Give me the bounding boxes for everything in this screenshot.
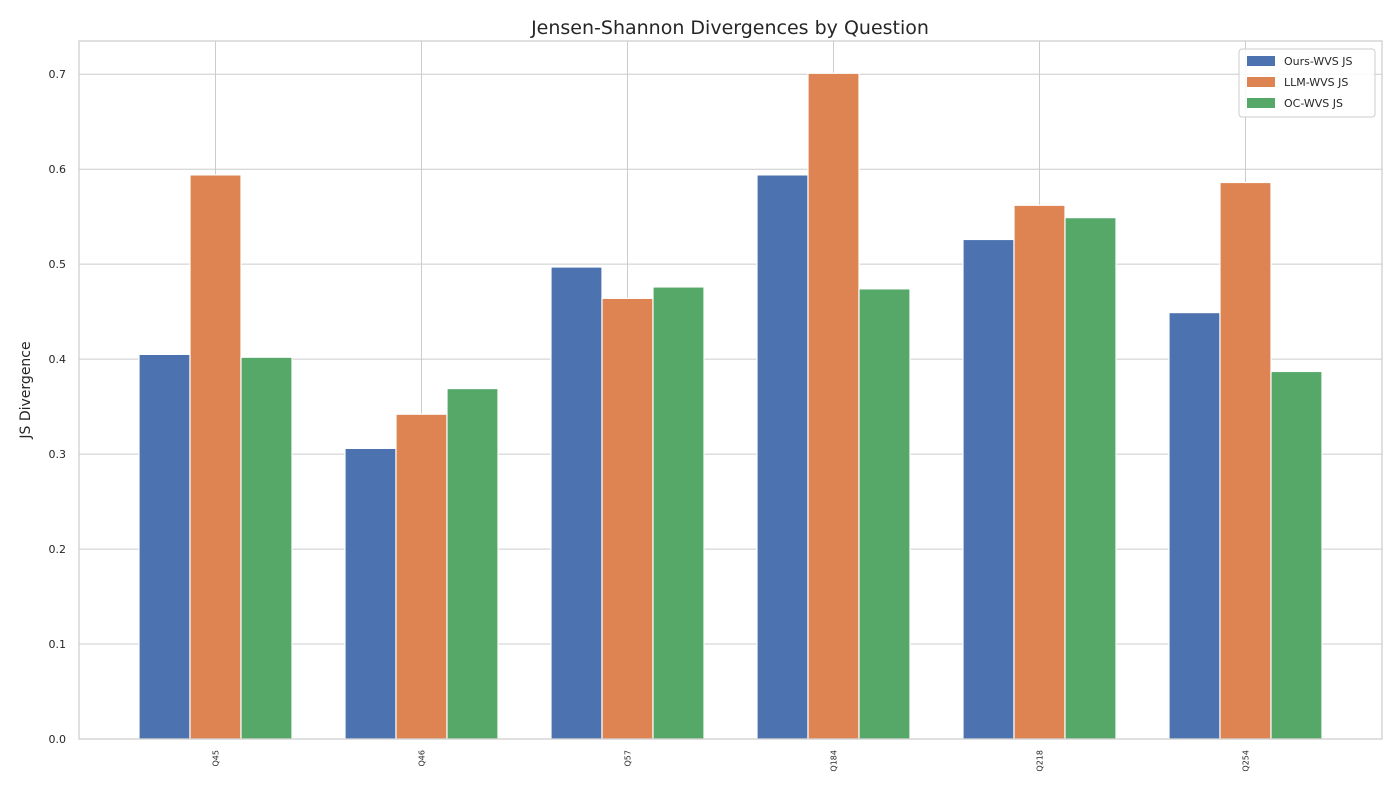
y-tick-label: 0.1 [49,638,67,651]
bar [1168,312,1221,740]
legend: Ours-WVS JS LLM-WVS JS OC-WVS JS [1238,48,1376,118]
bar [1064,217,1117,740]
bar [446,387,499,740]
x-tick-label: Q57 [624,750,633,766]
y-tick-label: 0.5 [49,258,67,271]
bar [395,413,448,740]
plot-frame [78,40,1383,740]
y-tick-label: 0.6 [49,163,67,176]
y-tick-label: 0.2 [49,543,67,556]
y-axis-ticks: 0.0 0.1 0.2 0.3 0.4 0.5 0.6 0.7 [49,68,67,746]
y-tick-label: 0.7 [49,68,67,81]
x-tick-label: Q218 [1036,750,1045,772]
chart-title: Jensen-Shannon Divergences by Question [530,17,929,39]
x-tick-label: Q254 [1242,750,1251,772]
bar [652,286,705,740]
legend-swatch [1247,56,1275,66]
bar [601,297,654,740]
bar [1270,370,1323,740]
bars [138,72,1323,740]
x-tick-label: Q45 [212,750,221,766]
legend-label: LLM-WVS JS [1284,76,1348,89]
bar [240,356,293,740]
legend-label: OC-WVS JS [1284,97,1343,110]
legend-swatch [1247,77,1275,87]
bar [962,238,1015,740]
y-axis-label: JS Divergence [18,341,34,439]
bar [1219,181,1272,740]
x-tick-label: Q46 [418,750,427,766]
legend-label: Ours-WVS JS [1284,55,1353,68]
legend-swatch [1247,98,1275,108]
y-tick-label: 0.0 [49,733,67,746]
bar [550,266,603,740]
bar [138,353,191,740]
bar [807,72,860,740]
bar [189,174,242,740]
y-tick-label: 0.3 [49,448,67,461]
x-axis-ticks: Q45 Q46 Q57 Q184 Q218 Q254 [212,750,1251,772]
y-tick-label: 0.4 [49,353,67,366]
bar [756,174,809,740]
x-tick-label: Q184 [830,750,839,772]
bar [344,447,397,740]
bar [858,288,911,740]
bar [1013,204,1066,740]
